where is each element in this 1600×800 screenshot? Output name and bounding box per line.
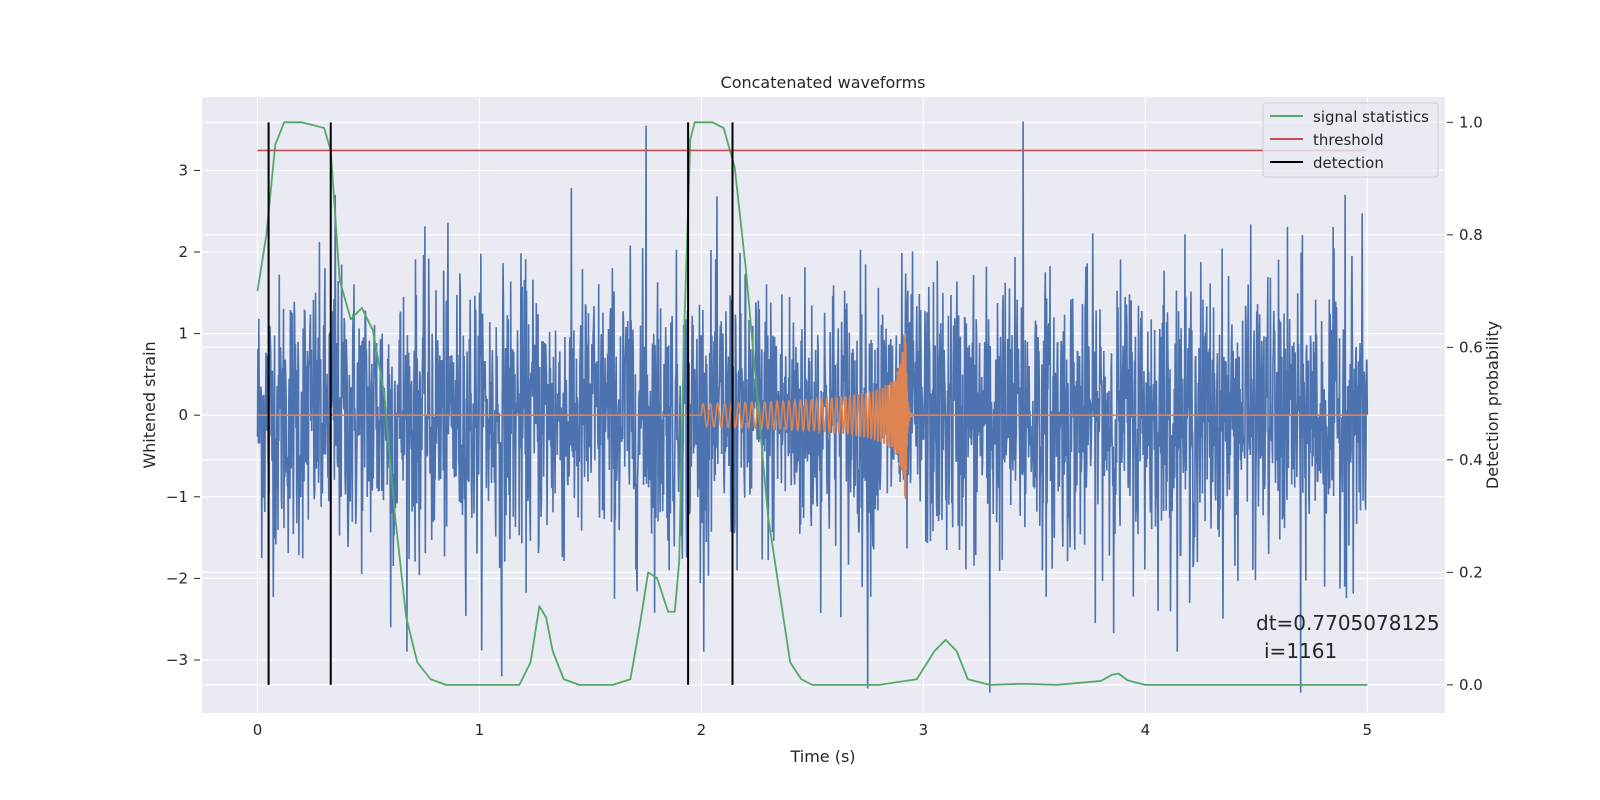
- chirp-series-line: [257, 332, 1368, 499]
- x-tick-label: 1: [475, 721, 485, 739]
- ticks-layer: 0 1 2 3 4 5 −3 −2 −1 0 1 2 3 0.0 0.2 0.4 0.6 0.8 1.0: [166, 113, 1483, 739]
- annotation-i: i=1161: [1264, 639, 1337, 663]
- y2-tick-label: 0.0: [1459, 676, 1483, 694]
- series-layer: [256, 121, 1369, 693]
- y-tick-label: 3: [178, 161, 188, 179]
- signal-statistics-line: [256, 121, 1368, 686]
- strain-series-line: [256, 121, 1369, 693]
- y2-tick-label: 0.6: [1459, 338, 1483, 356]
- x-tick-label: 4: [1141, 721, 1151, 739]
- x-tick-label: 0: [253, 721, 263, 739]
- y2-tick-label: 0.4: [1459, 451, 1483, 469]
- y2-axis-label: Detection probability: [1483, 321, 1502, 489]
- y-tick-label: 1: [178, 325, 188, 343]
- legend-label-threshold: threshold: [1313, 131, 1384, 149]
- y-axis-label: Whitened strain: [140, 341, 159, 468]
- legend-label-detection: detection: [1313, 154, 1384, 172]
- x-axis-label: Time (s): [789, 747, 855, 766]
- y-tick-label: −2: [166, 569, 188, 587]
- legend-label-signal-statistics: signal statistics: [1313, 108, 1429, 126]
- y2-tick-label: 0.2: [1459, 563, 1483, 581]
- y-tick-label: 0: [178, 406, 188, 424]
- x-tick-label: 5: [1363, 721, 1373, 739]
- legend-box: [1262, 102, 1439, 178]
- y-tick-label: −1: [166, 488, 188, 506]
- y2-tick-label: 0.8: [1459, 226, 1483, 244]
- x-tick-label: 2: [697, 721, 707, 739]
- x-tick-label: 3: [919, 721, 929, 739]
- y-tick-label: 2: [178, 243, 188, 261]
- y2-tick-label: 1.0: [1459, 113, 1483, 131]
- annotation-dt: dt=0.7705078125: [1256, 611, 1440, 635]
- chart-title: Concatenated waveforms: [721, 73, 926, 92]
- legend: signal statistics threshold detection: [1262, 102, 1439, 178]
- y-tick-label: −3: [166, 651, 188, 669]
